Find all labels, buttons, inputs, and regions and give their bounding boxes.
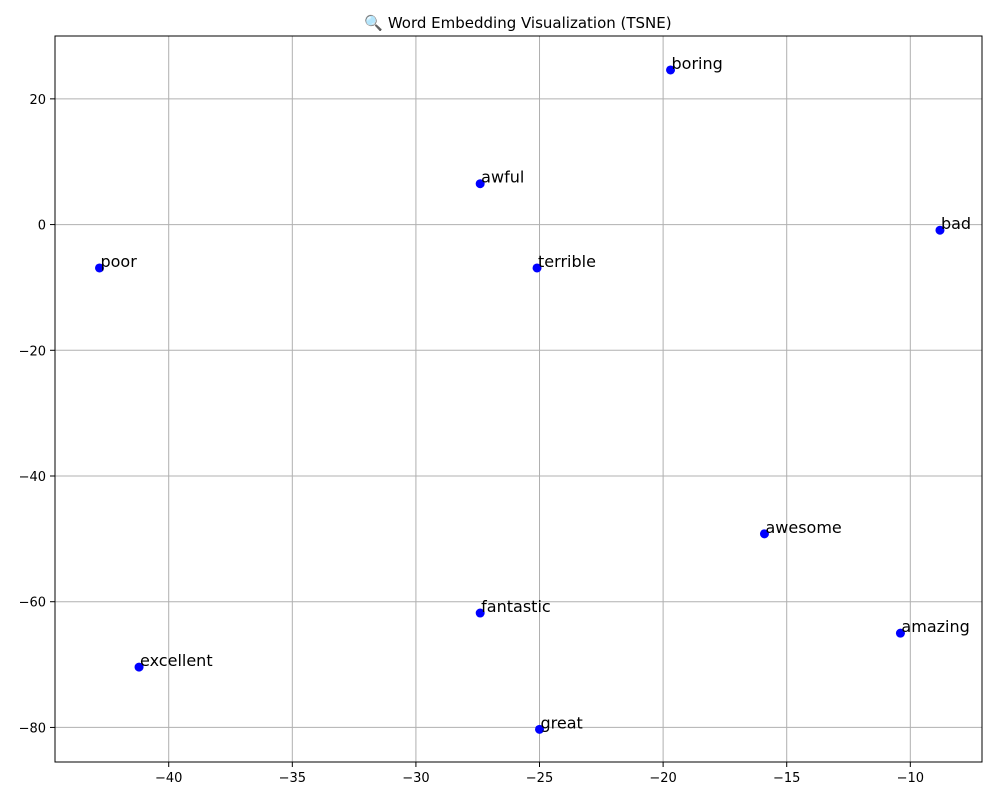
x-tick-label: −40 [155,771,182,786]
chart-title: 🔍 Word Embedding Visualization (TSNE) [364,13,671,32]
y-tick-label: 0 [38,219,46,234]
grid [55,36,982,762]
y-tick-label: −20 [19,344,46,359]
point-label-bad: bad [941,214,971,233]
point-label-awesome: awesome [765,518,841,537]
data-point-terrible [532,263,542,273]
y-tick-label: −40 [19,470,46,485]
y-tick-label: −60 [19,596,46,611]
axis-ticks: −40 −35 −30 −25 −20 −15 −10 20 0 −20 −40 −60 −80 [19,93,924,786]
x-tick-label: −20 [649,771,676,786]
data-points [94,65,945,734]
data-point-amazing [895,628,905,638]
y-tick-label: −80 [19,721,46,736]
data-point-fantastic [475,608,485,618]
data-point-excellent [134,662,144,672]
x-tick-label: −25 [526,771,553,786]
x-tick-label: −10 [897,771,924,786]
data-point-bad [935,225,945,235]
data-point-poor [94,263,104,273]
x-tick-label: −15 [773,771,800,786]
data-point-awful [475,179,485,189]
point-label-boring: boring [672,54,723,73]
point-label-excellent: excellent [140,651,213,670]
point-label-amazing: amazing [901,617,969,636]
point-label-awful: awful [481,168,524,187]
x-tick-label: −35 [279,771,306,786]
point-labels: boring awful bad poor terrible awesome fantast… [100,54,971,732]
point-label-terrible: terrible [538,252,596,271]
plot-frame [54,35,983,763]
point-label-fantastic: fantastic [481,597,551,616]
data-point-boring [666,65,676,75]
point-label-great: great [541,713,583,732]
data-point-awesome [759,529,769,539]
x-tick-label: −30 [402,771,429,786]
point-label-poor: poor [100,252,137,271]
data-point-great [535,724,545,734]
y-tick-label: 20 [29,93,46,108]
